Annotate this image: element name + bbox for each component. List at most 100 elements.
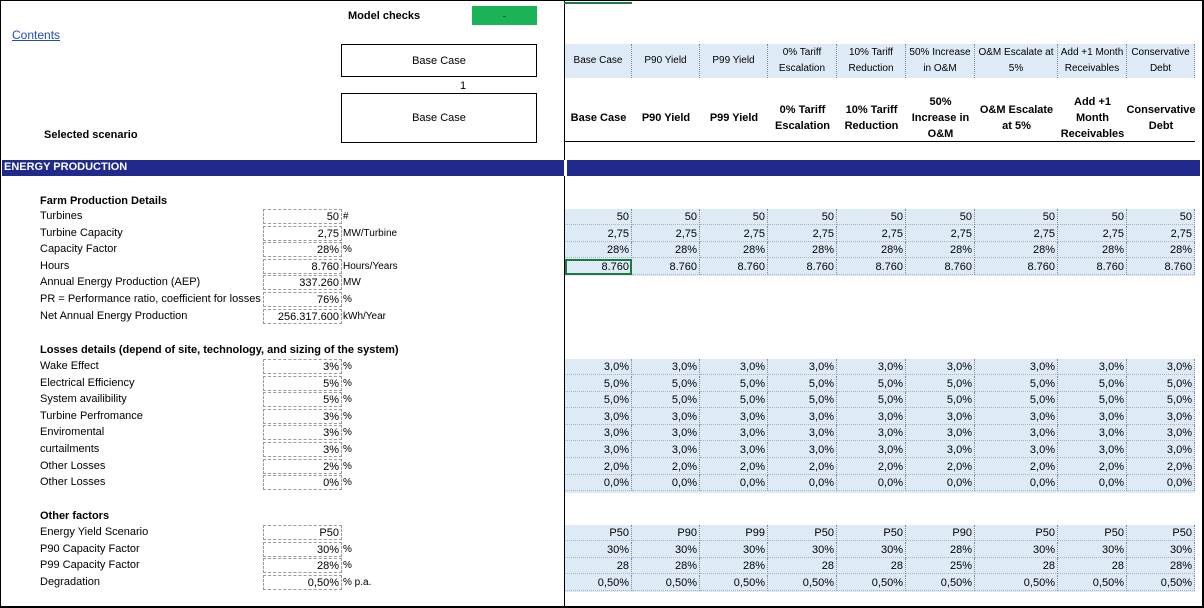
input-cell[interactable]: 3% [263, 359, 342, 374]
scenario-cell[interactable]: 2,0% [565, 458, 632, 475]
input-cell[interactable]: 5% [263, 392, 342, 408]
scenario-cell[interactable]: 3,0% [906, 408, 975, 425]
input-cell[interactable]: 30% [263, 541, 342, 557]
scenario-cell[interactable]: 0,50% [700, 574, 768, 591]
scenario-cell[interactable]: 30% [975, 541, 1058, 558]
scenario-cell[interactable]: 3,0% [837, 408, 906, 425]
scenario-cell[interactable]: 8.760 [700, 258, 768, 275]
scenario-cell[interactable]: 3,0% [837, 425, 906, 442]
scenario-cell[interactable]: 3,0% [1058, 408, 1127, 425]
input-cell[interactable]: 3% [263, 408, 342, 424]
scenario-cell[interactable]: 5,0% [906, 375, 975, 392]
scenario-cell[interactable]: 5,0% [1127, 375, 1195, 392]
scenario-cell[interactable]: 5,0% [1127, 392, 1195, 409]
scenario-cell[interactable]: 3,0% [700, 408, 768, 425]
scenario-cell[interactable]: 2,0% [632, 458, 700, 475]
scenario-cell[interactable]: 5,0% [700, 375, 768, 392]
input-cell[interactable]: 3% [263, 442, 342, 457]
scenario-cell[interactable]: 8.760 [975, 258, 1058, 275]
scenario-cell[interactable]: 50 [565, 209, 632, 225]
scenario-cell[interactable]: 3,0% [700, 359, 768, 375]
scenario-cell[interactable]: 8.760 [768, 258, 837, 275]
scenario-cell[interactable]: 28% [906, 242, 975, 259]
scenario-cell[interactable]: P50 [1127, 525, 1195, 541]
scenario-cell[interactable]: 3,0% [1058, 425, 1127, 442]
scenario-cell[interactable]: P50 [768, 525, 837, 541]
scenario-cell[interactable]: 8.760 [837, 258, 906, 275]
scenario-cell[interactable]: 3,0% [768, 408, 837, 425]
input-cell[interactable]: 256.317.600 [263, 308, 342, 324]
scenario-cell[interactable]: 0,0% [632, 475, 700, 492]
scenario-cell[interactable]: 0,0% [768, 475, 837, 492]
scenario-cell[interactable]: 28% [565, 242, 632, 259]
scenario-cell[interactable]: 30% [1058, 541, 1127, 558]
scenario-cell[interactable]: 50 [975, 209, 1058, 225]
scenario-cell[interactable]: 30% [632, 541, 700, 558]
scenario-cell[interactable]: 3,0% [1058, 359, 1127, 375]
scenario-cell[interactable]: 3,0% [906, 442, 975, 458]
scenario-cell[interactable]: 30% [700, 541, 768, 558]
scenario-cell[interactable]: 50 [1058, 209, 1127, 225]
input-cell[interactable]: 28% [263, 242, 342, 258]
scenario-cell[interactable]: 50 [700, 209, 768, 225]
scenario-cell[interactable]: 5,0% [975, 392, 1058, 409]
input-cell[interactable]: 2,75 [263, 225, 342, 241]
scenario-cell[interactable]: P50 [565, 525, 632, 541]
scenario-cell[interactable]: 2,75 [837, 225, 906, 242]
scenario-cell[interactable]: 3,0% [975, 408, 1058, 425]
scenario-cell[interactable]: P90 [632, 525, 700, 541]
scenario-cell[interactable]: 28 [1058, 558, 1127, 575]
scenario-cell[interactable]: 5,0% [768, 375, 837, 392]
scenario-cell[interactable]: 0,0% [565, 475, 632, 492]
scenario-cell[interactable]: 3,0% [975, 359, 1058, 375]
scenario-cell[interactable]: 0,0% [700, 475, 768, 492]
scenario-cell[interactable]: 0,50% [632, 574, 700, 591]
scenario-cell[interactable]: 8.760 [906, 258, 975, 275]
scenario-cell[interactable]: 28% [1058, 242, 1127, 259]
scenario-cell[interactable]: 3,0% [837, 359, 906, 375]
scenario-cell[interactable]: 0,0% [1058, 475, 1127, 492]
contents-link[interactable]: Contents [12, 28, 61, 42]
scenario-cell[interactable]: 5,0% [632, 375, 700, 392]
scenario-cell[interactable]: 8.760 [565, 258, 632, 275]
scenario-cell[interactable]: 0,50% [1127, 574, 1195, 591]
scenario-cell[interactable]: P50 [837, 525, 906, 541]
scenario-cell[interactable]: 28% [906, 541, 975, 558]
input-cell[interactable]: 0,50% [263, 574, 342, 590]
scenario-cell[interactable]: 0,0% [975, 475, 1058, 492]
scenario-cell[interactable]: 8.760 [632, 258, 700, 275]
scenario-select-box[interactable]: Base Case [341, 44, 537, 77]
scenario-cell[interactable]: 3,0% [632, 359, 700, 375]
scenario-cell[interactable]: 0,50% [975, 574, 1058, 591]
scenario-cell[interactable]: 3,0% [1058, 442, 1127, 458]
scenario-cell[interactable]: 5,0% [906, 392, 975, 409]
scenario-cell[interactable]: 3,0% [1127, 442, 1195, 458]
scenario-cell[interactable]: 28% [1127, 242, 1195, 259]
scenario-cell[interactable]: 3,0% [906, 425, 975, 442]
scenario-cell[interactable]: 5,0% [975, 375, 1058, 392]
scenario-cell[interactable]: 50 [906, 209, 975, 225]
scenario-cell[interactable]: 0,0% [906, 475, 975, 492]
scenario-cell[interactable]: 28% [700, 558, 768, 575]
scenario-cell[interactable]: 8.760 [1058, 258, 1127, 275]
scenario-cell[interactable]: 5,0% [1058, 392, 1127, 409]
scenario-cell[interactable]: 2,75 [632, 225, 700, 242]
scenario-cell[interactable]: P90 [906, 525, 975, 541]
scenario-cell[interactable]: 28% [975, 242, 1058, 259]
scenario-cell[interactable]: 2,75 [768, 225, 837, 242]
input-cell[interactable]: 8.760 [263, 258, 342, 274]
scenario-cell[interactable]: 2,0% [768, 458, 837, 475]
scenario-cell[interactable]: 50 [768, 209, 837, 225]
scenario-cell[interactable]: 28% [632, 558, 700, 575]
scenario-cell[interactable]: 2,75 [565, 225, 632, 242]
scenario-cell[interactable]: 2,0% [837, 458, 906, 475]
scenario-cell[interactable]: 2,75 [700, 225, 768, 242]
input-cell[interactable]: 5% [263, 375, 342, 391]
scenario-cell[interactable]: 5,0% [565, 375, 632, 392]
scenario-cell[interactable]: 2,75 [906, 225, 975, 242]
scenario-cell[interactable]: 3,0% [768, 442, 837, 458]
scenario-cell[interactable]: 3,0% [906, 359, 975, 375]
scenario-cell[interactable]: 50 [632, 209, 700, 225]
scenario-cell[interactable]: 2,0% [906, 458, 975, 475]
scenario-cell[interactable]: 3,0% [700, 442, 768, 458]
